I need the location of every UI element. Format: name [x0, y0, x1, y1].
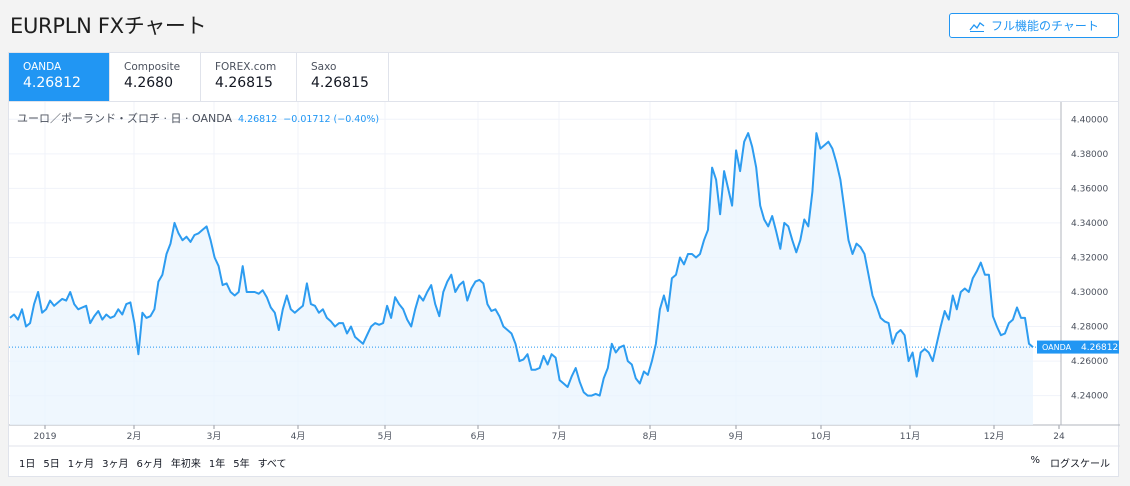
range-button[interactable]: 5日: [43, 458, 60, 470]
x-tick-label: 2019: [34, 432, 57, 442]
tab-value: 4.26812: [23, 75, 81, 91]
percent-scale-button[interactable]: %: [1030, 455, 1040, 466]
range-button[interactable]: 年初来: [170, 458, 201, 470]
price-line: [9, 132, 1034, 397]
range-button[interactable]: すべて: [257, 458, 287, 470]
y-tick-label: 4.38000: [1071, 150, 1108, 160]
y-tick-label: 4.32000: [1071, 253, 1108, 263]
full-chart-button[interactable]: フル機能のチャート: [949, 13, 1119, 38]
last-price-value: 4.26812: [1081, 343, 1118, 353]
scale-options: % ログスケール: [1030, 455, 1110, 470]
x-tick-label: 8月: [643, 431, 658, 442]
tab-name: FOREX.com: [215, 61, 277, 73]
tab-divider: [9, 101, 1118, 102]
x-tick-label: 10月: [811, 431, 831, 442]
range-buttons: 1日 5日 1ヶ月 3ヶ月 6ヶ月 年初来 1年 5年 すべて: [15, 455, 291, 470]
chart-line-icon: [969, 21, 985, 32]
tab-forex-com[interactable]: FOREX.com 4.26815: [201, 53, 297, 101]
page-title: EURPLN FXチャート: [10, 14, 207, 38]
range-button[interactable]: 6ヶ月: [136, 458, 163, 470]
range-button[interactable]: 3ヶ月: [102, 458, 129, 470]
x-tick-label: 12月: [984, 431, 1004, 442]
x-tick-label: 3月: [207, 431, 222, 442]
last-price-source: OANDA: [1042, 343, 1072, 352]
tab-name: OANDA: [23, 61, 62, 73]
last-price-badge: [1037, 340, 1119, 354]
legend-symbol: ユーロ／ポーランド・ズロチ · 日 · OANDA: [17, 112, 232, 125]
x-tick-label: 4月: [291, 431, 306, 442]
y-tick-label: 4.34000: [1071, 219, 1108, 229]
x-tick-label: 5月: [378, 431, 393, 442]
tab-value: 4.2680: [124, 75, 173, 91]
y-tick-label: 4.30000: [1071, 288, 1108, 298]
price-area: [10, 133, 1033, 425]
x-tick-label: 9月: [729, 431, 744, 442]
tab-value: 4.26815: [311, 75, 369, 91]
x-tick-label: 2月: [127, 431, 142, 442]
tab-value: 4.26815: [215, 75, 273, 91]
range-button[interactable]: 1ヶ月: [67, 458, 95, 470]
x-tick-label: 6月: [471, 431, 486, 442]
tab-composite[interactable]: Composite 4.2680: [110, 53, 201, 101]
price-chart[interactable]: 4.40000 4.38000 4.36000 4.34000 4.32000 4.300…: [9, 53, 1120, 447]
tab-name: Saxo: [311, 61, 337, 73]
log-scale-button[interactable]: ログスケール: [1050, 459, 1110, 470]
tab-saxo[interactable]: Saxo 4.26815: [297, 53, 389, 101]
y-tick-label: 4.40000: [1071, 115, 1108, 125]
y-tick-label: 4.36000: [1071, 184, 1108, 194]
source-tabs: OANDA 4.26812 Composite 4.2680 FOREX.com…: [9, 53, 389, 101]
tab-name: Composite: [124, 61, 181, 73]
range-bar: 1日 5日 1ヶ月 3ヶ月 6ヶ月 年初来 1年 5年 すべて % ログスケール: [9, 447, 1118, 477]
tab-oanda[interactable]: OANDA 4.26812: [9, 53, 110, 101]
range-button[interactable]: 1年: [208, 458, 226, 470]
x-tick-label: 7月: [552, 431, 567, 442]
chart-widget: OANDA 4.26812 Composite 4.2680 FOREX.com…: [8, 52, 1120, 477]
y-tick-label: 4.28000: [1071, 323, 1108, 333]
chart-legend: ユーロ／ポーランド・ズロチ · 日 · OANDA 4.26812 −0.017…: [17, 110, 379, 126]
legend-change: −0.01712 (−0.40%): [283, 114, 380, 125]
range-button[interactable]: 5年: [233, 458, 250, 470]
full-chart-label: フル機能のチャート: [991, 19, 1099, 33]
x-tick-label: 11月: [900, 431, 920, 442]
legend-price: 4.26812: [238, 114, 278, 125]
y-tick-label: 4.24000: [1071, 392, 1108, 402]
x-tick-label: 24: [1053, 432, 1065, 442]
y-tick-label: 4.26000: [1071, 357, 1108, 367]
range-button[interactable]: 1日: [19, 458, 36, 470]
